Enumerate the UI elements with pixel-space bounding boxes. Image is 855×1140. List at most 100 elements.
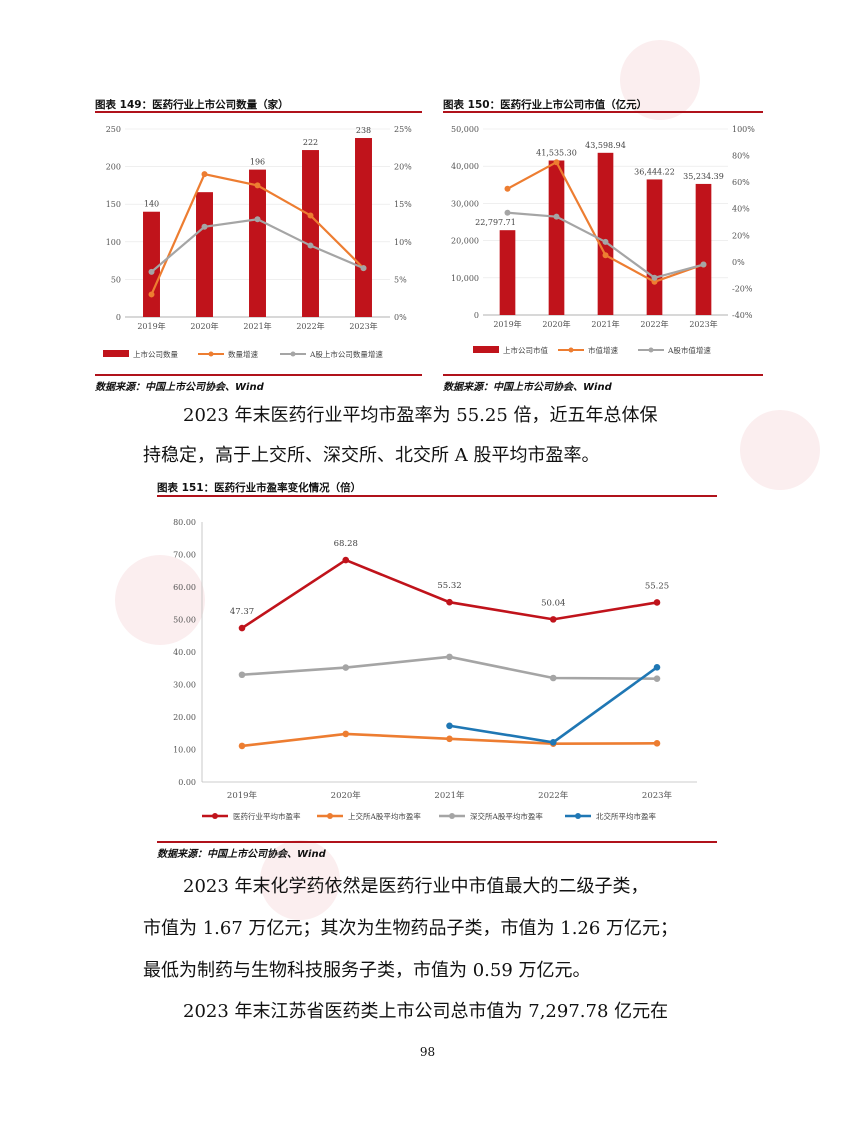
series-point — [602, 252, 609, 259]
x-tick-label: 2020年 — [331, 790, 362, 801]
figure-151-bottom-rule — [157, 841, 717, 843]
series-point — [653, 599, 661, 606]
series-point — [254, 216, 261, 223]
figure-149-top-rule — [95, 111, 422, 113]
series-point — [201, 223, 208, 230]
legend-swatch-marker — [212, 813, 218, 819]
bar-data-label: 35,234.39 — [683, 172, 724, 181]
legend-label: 医药行业平均市盈率 — [233, 811, 301, 821]
series-point — [553, 159, 560, 166]
legend-label: A股上市公司数量增速 — [309, 349, 383, 359]
bar — [249, 169, 266, 317]
x-tick-label: 2020年 — [542, 319, 570, 329]
data-label: 55.25 — [645, 581, 669, 591]
x-tick-label: 2023年 — [689, 319, 717, 329]
legend-swatch — [473, 346, 499, 353]
y-left-tick-label: 0 — [474, 311, 479, 320]
series-point — [549, 739, 557, 746]
series-point — [553, 213, 560, 220]
legend-label: A股市值增速 — [667, 345, 711, 355]
chart-149: 0 50 100 150 200 250 0% 5% 10% 15% 20% 25% 140 2019年 2… — [103, 125, 412, 359]
bar-data-label: 140 — [144, 200, 159, 209]
y-right-tick-label: 100% — [732, 125, 755, 134]
y-left-tick-label: 10,000 — [451, 274, 479, 283]
y-tick-label: 80.00 — [173, 518, 196, 527]
data-label: 47.37 — [230, 607, 254, 617]
figure-151-title: 图表 151：医药行业市盈率变化情况（倍） — [157, 482, 362, 494]
series-point — [342, 556, 350, 564]
y-tick-label: 60.00 — [173, 583, 196, 592]
bar-data-label: 22,797.71 — [475, 218, 516, 227]
y-left-tick-label: 30,000 — [451, 199, 479, 208]
y-left-tick-label: 50 — [111, 275, 121, 284]
bar — [355, 138, 372, 317]
y-right-tick-label: 5% — [394, 275, 407, 284]
y-right-tick-label: 10% — [394, 238, 412, 247]
y-right-tick-label: -20% — [732, 284, 753, 293]
series-point — [238, 671, 246, 679]
x-tick-label: 2022年 — [640, 319, 668, 329]
series-point — [653, 740, 661, 747]
series-point — [148, 268, 155, 275]
series-point — [602, 238, 609, 245]
page-number: 98 — [419, 1045, 436, 1059]
bar — [548, 160, 565, 315]
y-tick-label: 10.00 — [173, 746, 196, 755]
figure-151-top-rule — [157, 495, 717, 497]
y-left-tick-label: 0 — [116, 313, 121, 322]
figure-151-source: 数据来源：中国上市公司协会、Wind — [157, 849, 326, 860]
y-left-tick-label: 250 — [106, 125, 121, 134]
figure-150-title: 图表 150：医药行业上市公司市值（亿元） — [443, 99, 648, 111]
series-point — [446, 653, 453, 661]
y-right-tick-label: 80% — [732, 152, 750, 161]
bar-data-label: 238 — [356, 126, 371, 135]
series-point — [653, 675, 661, 682]
series-point — [549, 674, 557, 682]
chart-151: 0.00 10.00 20.00 30.00 40.00 50.00 60.00 70.00 8… — [173, 518, 697, 821]
y-left-tick-label: 50,000 — [451, 125, 479, 134]
series-point — [342, 664, 350, 671]
paragraph-2-line-1: 2023 年末化学药依然是医药行业中市值最大的二级子类， — [183, 876, 649, 897]
bar — [302, 150, 319, 317]
legend-swatch-marker — [648, 347, 654, 353]
paragraph-2-line-3: 最低为制药与生物科技服务子类，市值为 0.59 万亿元。 — [143, 960, 591, 981]
x-tick-label: 2021年 — [591, 319, 619, 329]
x-tick-label: 2023年 — [349, 321, 377, 331]
figure-149-title: 图表 149：医药行业上市公司数量（家） — [95, 99, 289, 111]
legend-label: 深交所A股平均市盈率 — [470, 811, 543, 821]
figure-149-bottom-rule — [95, 374, 422, 376]
series-point — [148, 291, 155, 298]
legend-swatch-marker — [327, 813, 333, 819]
legend-label: 北交所平均市盈率 — [596, 811, 656, 821]
figure-149-source: 数据来源：中国上市公司协会、Wind — [95, 382, 264, 393]
y-tick-label: 40.00 — [173, 648, 196, 657]
y-right-tick-label: 15% — [394, 200, 412, 209]
x-tick-label: 2019年 — [493, 319, 521, 329]
bar — [646, 179, 663, 315]
legend-label: 上市公司市值 — [503, 345, 548, 355]
x-tick-label: 2019年 — [137, 321, 165, 331]
series-point — [360, 265, 367, 272]
legend-label: 数量增速 — [228, 349, 258, 359]
y-right-tick-label: -40% — [732, 311, 753, 320]
paragraph-2: 2023 年末化学药依然是医药行业中市值最大的二级子类， 市值为 1.67 万亿… — [143, 875, 718, 983]
bar-data-label: 43,598.94 — [585, 141, 626, 150]
y-right-tick-label: 20% — [394, 163, 412, 172]
series-point — [238, 742, 246, 750]
legend-label: 上市公司数量 — [133, 349, 178, 359]
series-point — [238, 624, 246, 632]
legend-swatch-marker — [290, 351, 296, 357]
y-tick-label: 50.00 — [173, 616, 196, 625]
bar — [499, 230, 516, 315]
y-right-tick-label: 40% — [732, 205, 750, 214]
bar-data-label: 41,535.30 — [536, 148, 577, 157]
series-point — [446, 722, 453, 730]
legend-label: 上交所A股平均市盈率 — [348, 811, 421, 821]
x-tick-label: 2020年 — [190, 321, 218, 331]
y-tick-label: 0.00 — [178, 778, 196, 787]
bar — [597, 152, 614, 315]
figure-151: 图表 151：医药行业市盈率变化情况（倍） 0.00 10.00 20.00 30.0… — [157, 480, 717, 860]
data-label: 50.04 — [541, 598, 565, 608]
y-left-tick-label: 40,000 — [451, 162, 479, 171]
paragraph-2-line-2: 市值为 1.67 万亿元；其次为生物药品子类，市值为 1.26 万亿元； — [143, 918, 679, 939]
